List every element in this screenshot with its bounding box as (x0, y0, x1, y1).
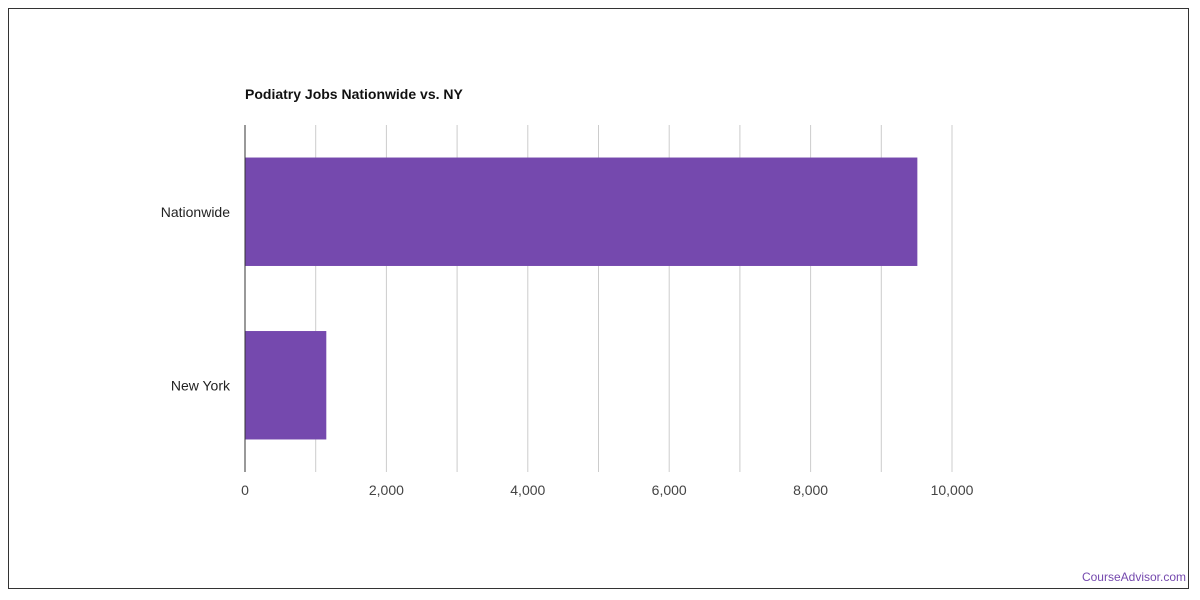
x-tick-label: 4,000 (510, 482, 545, 498)
bar (245, 157, 918, 266)
watermark[interactable]: CourseAdvisor.com (1081, 570, 1186, 584)
x-tick-label: 8,000 (793, 482, 828, 498)
bar (245, 331, 327, 440)
x-tick-label: 6,000 (652, 482, 687, 498)
chart-title: Podiatry Jobs Nationwide vs. NY (245, 86, 463, 102)
x-tick-label: 0 (241, 482, 249, 498)
category-label: Nationwide (161, 204, 230, 220)
x-tick-label: 2,000 (369, 482, 404, 498)
chart-frame (8, 8, 1189, 589)
category-label: New York (171, 377, 231, 393)
x-tick-label: 10,000 (931, 482, 974, 498)
